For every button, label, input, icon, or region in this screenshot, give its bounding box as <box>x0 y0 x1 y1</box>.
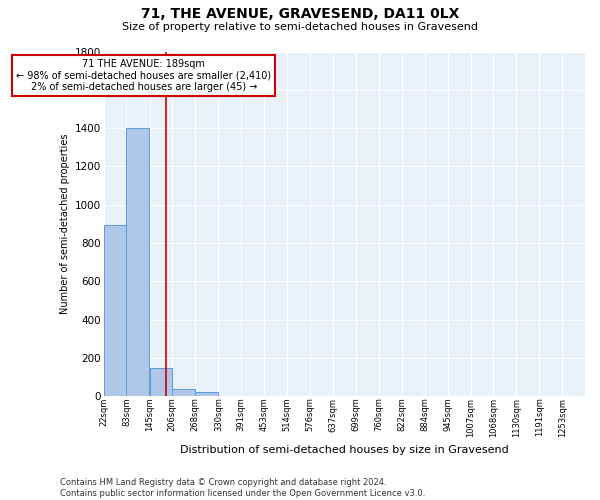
Text: 71 THE AVENUE: 189sqm
← 98% of semi-detached houses are smaller (2,410)
2% of se: 71 THE AVENUE: 189sqm ← 98% of semi-deta… <box>16 59 271 92</box>
Text: Size of property relative to semi-detached houses in Gravesend: Size of property relative to semi-detach… <box>122 22 478 32</box>
X-axis label: Distribution of semi-detached houses by size in Gravesend: Distribution of semi-detached houses by … <box>180 445 509 455</box>
Text: Contains HM Land Registry data © Crown copyright and database right 2024.
Contai: Contains HM Land Registry data © Crown c… <box>60 478 425 498</box>
Y-axis label: Number of semi-detached properties: Number of semi-detached properties <box>61 134 70 314</box>
Bar <box>104 225 127 396</box>
Text: 71, THE AVENUE, GRAVESEND, DA11 0LX: 71, THE AVENUE, GRAVESEND, DA11 0LX <box>141 8 459 22</box>
Bar <box>172 389 195 396</box>
Bar <box>127 128 149 396</box>
Bar <box>196 392 218 396</box>
Bar <box>149 368 172 396</box>
